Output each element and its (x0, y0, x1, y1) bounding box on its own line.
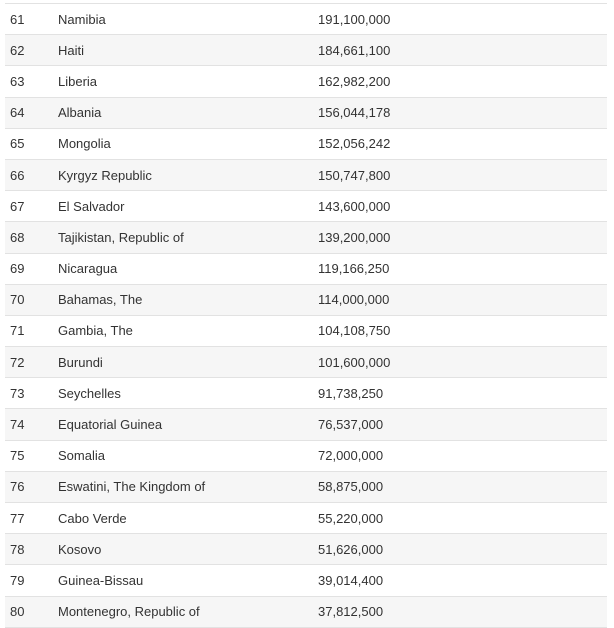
value-cell: 37,812,500 (318, 604, 384, 620)
country-cell: Seychelles (58, 385, 121, 401)
rank-cell: 69 (10, 261, 25, 277)
rank-cell: 67 (10, 198, 25, 214)
country-cell: Tajikistan, Republic of (58, 229, 184, 245)
table-row: 64 Albania 156,044,178 (5, 97, 607, 129)
rank-cell: 76 (10, 479, 25, 495)
rank-cell: 70 (10, 292, 25, 308)
table-row: 80 Montenegro, Republic of 37,812,500 (5, 596, 607, 628)
country-cell: Albania (58, 105, 102, 121)
country-cell: Haiti (58, 42, 85, 58)
rank-cell: 65 (10, 136, 25, 152)
table-row: 62 Haiti 184,661,100 (5, 35, 607, 67)
country-cell: Liberia (58, 73, 98, 89)
country-cell: Mongolia (58, 136, 111, 152)
value-cell: 191,100,000 (318, 11, 391, 27)
table-row: 71 Gambia, The 104,108,750 (5, 316, 607, 348)
value-cell: 114,000,000 (318, 292, 390, 308)
country-cell: Montenegro, Republic of (58, 604, 200, 620)
table-row: 75 Somalia 72,000,000 (5, 441, 607, 472)
country-cell: Namibia (58, 11, 106, 27)
country-cell: Eswatini, The Kingdom of (58, 479, 206, 495)
table-row: 69 Nicaragua 119,166,250 (5, 254, 607, 285)
value-cell: 104,108,750 (318, 323, 391, 339)
table-row: 70 Bahamas, The 114,000,000 (5, 284, 607, 316)
table-row: 79 Guinea-Bissau 39,014,400 (5, 565, 607, 597)
country-cell: Somalia (58, 448, 105, 464)
table-row: 78 Kosovo 51,626,000 (5, 534, 607, 566)
value-cell: 39,014,400 (318, 572, 384, 588)
rank-cell: 73 (10, 385, 25, 401)
rank-cell: 61 (10, 11, 25, 27)
value-cell: 143,600,000 (318, 198, 391, 214)
rank-cell: 64 (10, 105, 25, 121)
table-row: 65 Mongolia 152,056,242 (5, 129, 607, 160)
value-cell: 51,626,000 (318, 541, 384, 557)
table-row: 63 Liberia 162,982,200 (5, 66, 607, 98)
value-cell: 72,000,000 (318, 448, 384, 464)
country-cell: Cabo Verde (58, 510, 127, 526)
country-cell: El Salvador (58, 198, 125, 214)
rank-cell: 66 (10, 167, 25, 183)
value-cell: 150,747,800 (318, 167, 391, 183)
country-cell: Nicaragua (58, 261, 118, 277)
country-cell: Kyrgyz Republic (58, 167, 152, 183)
country-cell: Kosovo (58, 541, 102, 557)
rank-cell: 74 (10, 417, 25, 433)
country-cell: Guinea-Bissau (58, 572, 144, 588)
value-cell: 162,982,200 (318, 73, 391, 89)
rank-cell: 79 (10, 572, 25, 588)
value-cell: 156,044,178 (318, 105, 391, 121)
country-cell: Bahamas, The (58, 292, 143, 308)
table-row: 61 Namibia 191,100,000 (5, 4, 607, 36)
table-row: 76 Eswatini, The Kingdom of 58,875,000 (5, 471, 607, 503)
table-row: 74 Equatorial Guinea 76,537,000 (5, 409, 607, 441)
rank-cell: 75 (10, 448, 25, 464)
value-cell: 55,220,000 (318, 510, 384, 526)
value-cell: 139,200,000 (318, 229, 391, 245)
rank-cell: 71 (10, 323, 25, 339)
value-cell: 101,600,000 (318, 354, 391, 370)
rank-cell: 77 (10, 510, 25, 526)
table-row: 72 Burundi 101,600,000 (5, 347, 607, 379)
table-row: 66 Kyrgyz Republic 150,747,800 (5, 159, 607, 192)
rank-cell: 62 (10, 42, 25, 58)
value-cell: 119,166,250 (318, 261, 390, 277)
table-row: 68 Tajikistan, Republic of 139,200,000 (5, 222, 607, 254)
value-cell: 58,875,000 (318, 479, 384, 495)
value-cell: 91,738,250 (318, 385, 384, 401)
country-ranking-table: 61 Namibia 191,100,000 62 Haiti 184,661,100 63… (5, 3, 607, 628)
value-cell: 76,537,000 (318, 417, 384, 433)
country-cell: Burundi (58, 354, 103, 370)
table-row: 67 El Salvador 143,600,000 (5, 191, 607, 223)
rank-cell: 78 (10, 541, 25, 557)
country-cell: Equatorial Guinea (58, 417, 163, 433)
rank-cell: 68 (10, 229, 25, 245)
value-cell: 184,661,100 (318, 42, 391, 58)
rank-cell: 63 (10, 73, 25, 89)
rank-cell: 80 (10, 604, 25, 620)
table-row: 77 Cabo Verde 55,220,000 (5, 503, 607, 535)
country-cell: Gambia, The (58, 323, 133, 339)
rank-cell: 72 (10, 354, 25, 370)
table-row: 73 Seychelles 91,738,250 (5, 378, 607, 410)
value-cell: 152,056,242 (318, 136, 391, 152)
